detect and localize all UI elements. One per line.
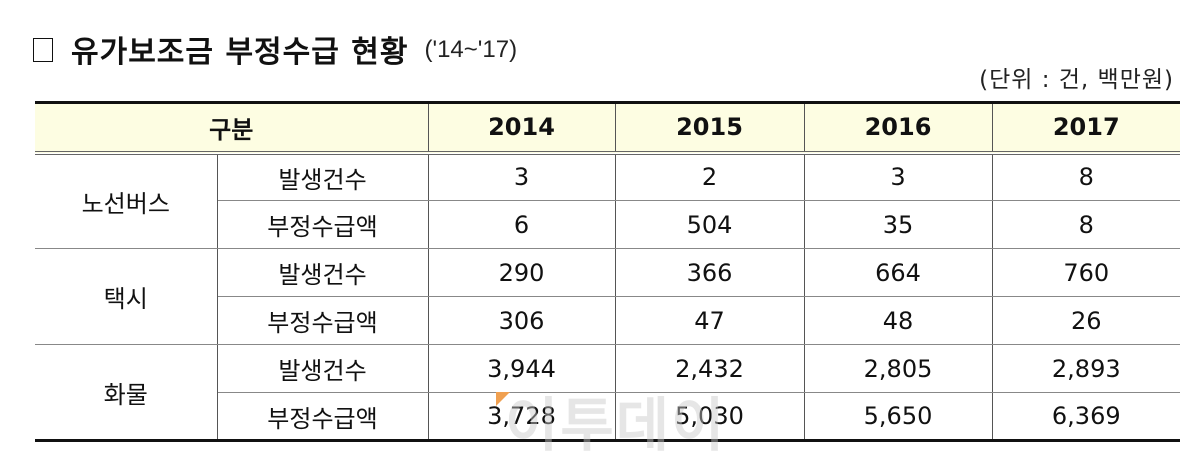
- empty-square-bullet-icon: [33, 38, 53, 62]
- header-category: 구분: [35, 101, 429, 155]
- table-row: 부정수급액 6 504 35 8: [35, 200, 1181, 249]
- group-label-bus: 노선버스: [35, 152, 218, 249]
- header-year-2014: 2014: [427, 101, 616, 155]
- cell-value: 306: [427, 296, 616, 345]
- cell-value: 47: [614, 296, 805, 345]
- table-row: 화물 발생건수 3,944 2,432 2,805 2,893: [35, 344, 1181, 442]
- cell-value: 35: [803, 200, 993, 249]
- table-row: 택시 발생건수 290 366 664 760: [35, 248, 1181, 345]
- header-year-2015: 2015: [614, 101, 805, 155]
- cell-value: 290: [427, 248, 616, 297]
- unit-note: (단위 : 건, 백만원): [979, 67, 1174, 93]
- cell-value: 2,432: [614, 344, 805, 393]
- header-year-2017: 2017: [991, 101, 1181, 155]
- cell-value: 26: [991, 296, 1181, 345]
- cell-value: 760: [991, 248, 1181, 297]
- title-row: 유가보조금 부정수급 현황 ('14~'17): [33, 24, 517, 74]
- cell-value: 366: [614, 248, 805, 297]
- cell-value: 2,893: [991, 344, 1181, 393]
- cell-value: 5,030: [614, 392, 805, 442]
- page-title: 유가보조금 부정수급 현황: [71, 35, 409, 70]
- cell-value: 504: [614, 200, 805, 249]
- title-period: ('14~'17): [424, 36, 518, 63]
- fraud-subsidy-table: 구분 2014 2015 2016 2017 노선버스 발생건수 3 2 3 8…: [35, 101, 1181, 442]
- cell-value: 5,650: [803, 392, 993, 442]
- cell-value: 3,728: [427, 392, 616, 442]
- cell-value: 664: [803, 248, 993, 297]
- table-row: 노선버스 발생건수 3 2 3 8: [35, 152, 1181, 249]
- cell-value: 6: [427, 200, 616, 249]
- group-label-taxi: 택시: [35, 248, 218, 345]
- header-year-2016: 2016: [803, 101, 993, 155]
- group-label-freight: 화물: [35, 344, 218, 442]
- table-row: 부정수급액 306 47 48 26: [35, 296, 1181, 345]
- row-label: 부정수급액: [217, 200, 429, 249]
- cell-value: 8: [991, 152, 1181, 201]
- cell-value: 2: [614, 152, 805, 201]
- watermark-corner-icon: [496, 392, 510, 406]
- row-label: 발생건수: [216, 248, 429, 297]
- row-label: 부정수급액: [217, 296, 429, 345]
- cell-value: 3: [803, 152, 993, 201]
- row-label: 발생건수: [216, 344, 429, 393]
- cell-value: 2,805: [803, 344, 993, 393]
- cell-value: 8: [991, 200, 1181, 249]
- cell-value: 3: [427, 152, 616, 201]
- table-row: 부정수급액 3,728 5,030 5,650 6,369: [35, 392, 1181, 442]
- header-row: 구분 2014 2015 2016 2017: [35, 101, 1181, 155]
- row-label: 발생건수: [216, 152, 429, 201]
- cell-value: 3,944: [427, 344, 616, 393]
- row-label: 부정수급액: [217, 392, 429, 442]
- cell-value: 48: [803, 296, 993, 345]
- cell-value: 6,369: [991, 392, 1181, 442]
